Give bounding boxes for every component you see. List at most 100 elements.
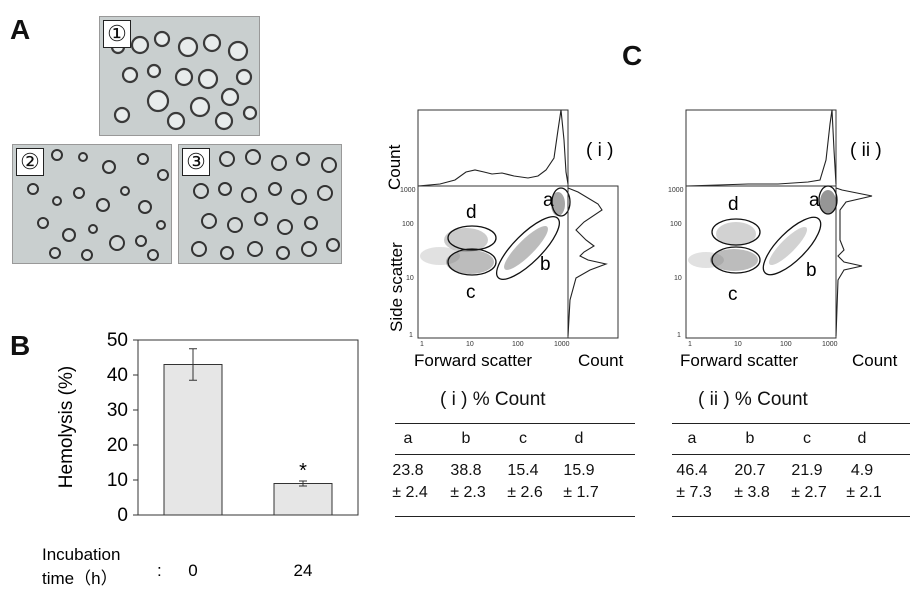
count-label-right: Count bbox=[578, 351, 624, 370]
side-scatter-label: Side scatter bbox=[387, 242, 406, 332]
svg-text:10: 10 bbox=[406, 275, 414, 282]
gate-label-d: d bbox=[728, 194, 739, 215]
gate-d bbox=[447, 225, 497, 251]
svg-text:100: 100 bbox=[670, 221, 682, 228]
significance-marker: * bbox=[299, 460, 307, 482]
count-label-top: Count bbox=[385, 144, 404, 190]
flow-cytometry-figure: Count ( i ) a b c d Side scatter 1 10 10… bbox=[385, 109, 898, 370]
gate-label-c: c bbox=[466, 282, 476, 303]
ssc-ticks: 1 10 100 1000 bbox=[400, 187, 416, 339]
x-tick-label: 24 bbox=[294, 561, 313, 580]
table-rule-top bbox=[395, 423, 635, 424]
mean-d: 4.9 bbox=[850, 462, 874, 479]
rbc-cells-echinocytes bbox=[110, 30, 258, 131]
fsc-ticks: 1 10 100 1000 bbox=[420, 341, 570, 348]
sd-c: ± 2.7 bbox=[791, 484, 827, 501]
y-tick-label: 50 bbox=[107, 332, 128, 351]
y-tick-label: 40 bbox=[107, 365, 128, 386]
table-header-c: c bbox=[803, 430, 811, 447]
svg-text:1000: 1000 bbox=[400, 187, 416, 194]
mean-a: 23.8 bbox=[392, 462, 424, 479]
sd-b: ± 3.8 bbox=[734, 484, 770, 501]
svg-text:1: 1 bbox=[409, 332, 413, 339]
forward-scatter-label: Forward scatter bbox=[680, 351, 798, 370]
gate-d bbox=[711, 218, 761, 246]
gate-ellipses bbox=[447, 187, 571, 280]
svg-text:100: 100 bbox=[780, 341, 792, 348]
gate-c bbox=[711, 246, 761, 274]
gate-label-a: a bbox=[543, 190, 554, 211]
fsc-histogram bbox=[685, 109, 837, 187]
rbc-cells-discocytes bbox=[191, 149, 340, 260]
table-title: ( i ) % Count bbox=[440, 389, 546, 410]
sd-b: ± 2.3 bbox=[450, 484, 486, 501]
mean-d: 15.9 bbox=[563, 462, 595, 479]
scatter-density bbox=[688, 190, 836, 271]
y-tick-label: 20 bbox=[107, 435, 128, 456]
sd-a: ± 2.4 bbox=[392, 484, 428, 501]
x-axis-label-line1: Incubation bbox=[42, 545, 120, 564]
gate-label-d: d bbox=[466, 202, 477, 223]
sd-a: ± 7.3 bbox=[676, 484, 712, 501]
fsc-ticks: 1 10 100 1000 bbox=[688, 341, 838, 348]
bar-24 bbox=[273, 483, 333, 516]
svg-text:1000: 1000 bbox=[822, 341, 838, 348]
gate-label-b: b bbox=[806, 260, 817, 281]
panel-id: ( ii ) bbox=[850, 140, 882, 161]
flow-panel-i: Count ( i ) a b c d Side scatter 1 10 10… bbox=[385, 109, 624, 370]
gate-ellipses bbox=[711, 185, 838, 276]
table-rule-mid bbox=[395, 454, 635, 455]
table-header-b: b bbox=[461, 430, 471, 447]
gate-label-b: b bbox=[540, 254, 551, 275]
micrograph-2-tag: ② bbox=[16, 148, 44, 176]
error-bar-24 bbox=[299, 480, 307, 487]
sd-d: ± 1.7 bbox=[563, 484, 599, 501]
micrograph-1: ① bbox=[99, 16, 260, 136]
x-axis-label-line2: time（h） bbox=[42, 569, 118, 588]
micrograph-1-tag: ① bbox=[103, 20, 131, 48]
table-header-d: d bbox=[857, 430, 867, 447]
micrograph-3: ③ bbox=[178, 144, 342, 264]
mean-c: 15.4 bbox=[507, 462, 539, 479]
mean-a: 46.4 bbox=[676, 462, 708, 479]
table-header-a: a bbox=[403, 430, 413, 447]
y-axis-label: Hemolysis (%) bbox=[56, 366, 77, 488]
svg-text:1: 1 bbox=[688, 341, 692, 348]
svg-text:1000: 1000 bbox=[554, 341, 570, 348]
svg-text:1000: 1000 bbox=[668, 187, 684, 194]
count-label-right: Count bbox=[852, 351, 898, 370]
sd-d: ± 2.1 bbox=[846, 484, 882, 501]
panel-label-c: C bbox=[622, 40, 643, 71]
svg-text:10: 10 bbox=[466, 341, 474, 348]
table-header-c: c bbox=[519, 430, 527, 447]
svg-text:1: 1 bbox=[420, 341, 424, 348]
hemolysis-chart: 0 10 20 30 40 50 Hemolysis (%) * Incubation t… bbox=[42, 332, 359, 588]
panel-label-a: A bbox=[10, 14, 31, 45]
table-rule-bottom bbox=[672, 516, 910, 517]
svg-text:100: 100 bbox=[402, 221, 414, 228]
x-tick-label: 0 bbox=[188, 561, 197, 580]
sd-c: ± 2.6 bbox=[507, 484, 543, 501]
svg-text:100: 100 bbox=[512, 341, 524, 348]
flow-panel-ii: ( ii ) a b c d 1 10 100 1000 1 10 bbox=[668, 109, 898, 370]
mean-c: 21.9 bbox=[791, 462, 823, 479]
y-tick-label: 0 bbox=[117, 505, 128, 526]
gate-b bbox=[496, 216, 560, 280]
error-bar-0 bbox=[189, 348, 197, 381]
forward-scatter-label: Forward scatter bbox=[414, 351, 532, 370]
ssc-ticks: 1 10 100 1000 bbox=[668, 187, 684, 339]
table-header-b: b bbox=[745, 430, 755, 447]
gate-label-c: c bbox=[728, 284, 738, 305]
micrograph-3-tag: ③ bbox=[182, 148, 210, 176]
table-rule-bottom bbox=[395, 516, 635, 517]
panel-id: ( i ) bbox=[586, 140, 613, 161]
bar-0 bbox=[163, 364, 223, 516]
gate-a bbox=[818, 185, 838, 215]
mean-b: 20.7 bbox=[734, 462, 766, 479]
rbc-cells-spherocytes bbox=[27, 149, 169, 261]
gate-c bbox=[447, 248, 497, 276]
table-header-d: d bbox=[574, 430, 584, 447]
svg-text:1: 1 bbox=[677, 332, 681, 339]
table-rule-mid bbox=[672, 454, 910, 455]
x-axis-separator: : bbox=[157, 561, 162, 580]
